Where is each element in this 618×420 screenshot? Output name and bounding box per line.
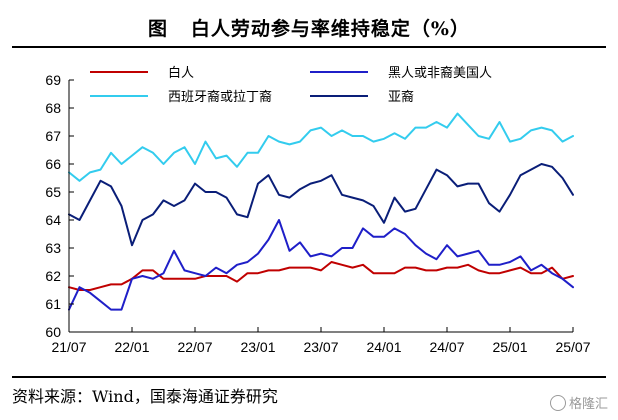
x-tick-label: 23/01 [240, 339, 275, 355]
x-tick-label: 24/01 [366, 339, 401, 355]
series-line-asian [68, 163, 574, 247]
x-tick-label: 22/07 [177, 339, 212, 355]
series-line-white [68, 261, 574, 291]
y-tick-label: 64 [45, 212, 61, 228]
x-tick-label: 23/07 [303, 339, 338, 355]
watermark-text: 格隆汇 [568, 397, 608, 412]
legend-label-black: 黑人或非裔美国人 [388, 65, 492, 81]
series-line-hispanic [68, 112, 574, 182]
title-rule [12, 46, 606, 48]
watermark-logo-icon [549, 395, 566, 411]
source-note: 资料来源：Wind，国泰海通证券研究 [12, 387, 278, 406]
x-tick-label: 24/07 [429, 339, 464, 355]
legend-label-asian: 亚裔 [388, 89, 414, 105]
y-tick-label: 61 [45, 296, 61, 312]
y-tick-label: 69 [45, 72, 61, 88]
x-tick-label: 25/01 [492, 339, 527, 355]
x-tick-label: 25/07 [555, 339, 590, 355]
legend-label-hispanic: 西班牙裔或拉丁裔 [168, 89, 272, 105]
y-tick-label: 68 [45, 100, 61, 116]
y-tick-label: 60 [45, 324, 61, 340]
footer-rule [12, 376, 606, 378]
chart-title: 图 白人劳动参与率维持稳定（%） [148, 18, 470, 40]
y-tick-label: 66 [45, 156, 61, 172]
x-tick-label: 22/01 [114, 339, 149, 355]
y-tick-label: 67 [45, 128, 61, 144]
y-tick-label: 65 [45, 184, 61, 200]
y-tick-label: 62 [45, 268, 61, 284]
watermark: 格隆汇 [549, 393, 608, 412]
legend: 白人 黑人或非裔美国人 西班牙裔或拉丁裔 亚裔 [90, 65, 492, 105]
legend-label-white: 白人 [168, 65, 194, 81]
y-tick-label: 63 [45, 240, 61, 256]
x-tick-label: 21/07 [51, 339, 86, 355]
series-line-black [68, 219, 574, 311]
